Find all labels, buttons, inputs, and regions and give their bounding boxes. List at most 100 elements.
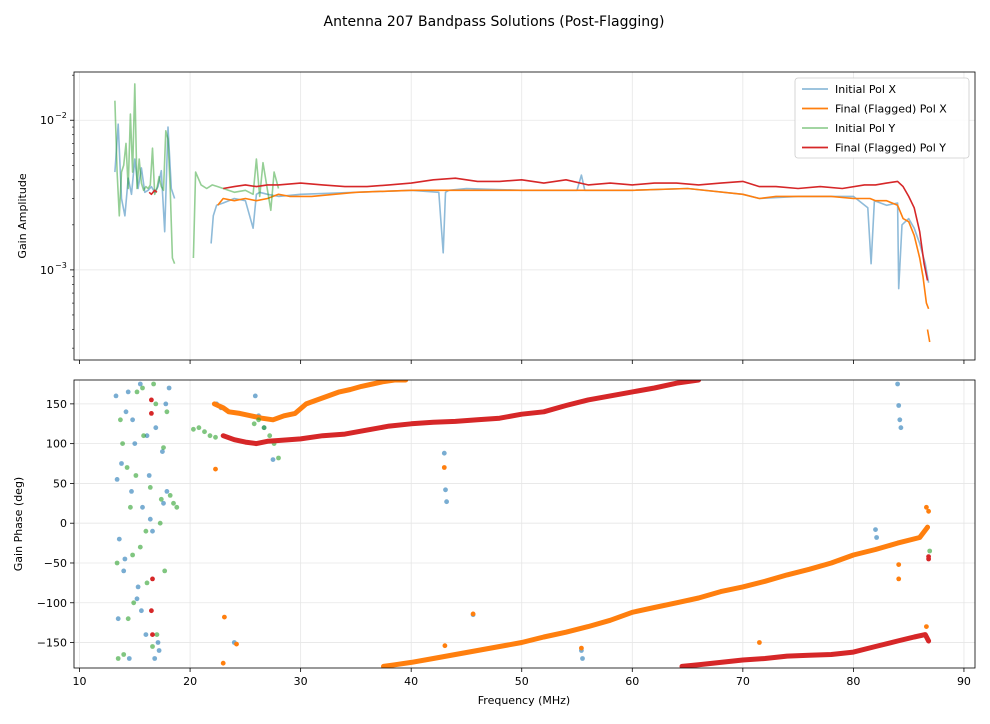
data-point [441, 465, 447, 470]
data-point [222, 614, 227, 620]
legend-label: Final (Flagged) Pol X [835, 103, 947, 116]
x-tick-label: 50 [515, 675, 529, 688]
data-point [154, 632, 160, 637]
data-point [133, 473, 139, 478]
amplitude-ticks: 10−310−2 [40, 74, 965, 364]
data-point [135, 584, 141, 590]
data-point [147, 485, 153, 490]
data-point [202, 429, 207, 435]
data-point [113, 393, 119, 399]
data-point [157, 520, 163, 526]
x-tick-label: 80 [846, 675, 860, 688]
data-point [470, 611, 476, 617]
data-point [926, 508, 931, 514]
data-point [147, 516, 153, 522]
data-point [579, 645, 584, 651]
data-point [119, 461, 124, 466]
data-point [115, 656, 121, 661]
y-tick-label: 0 [60, 517, 67, 530]
data-point [124, 465, 130, 470]
phase-axes-frame [73, 379, 976, 669]
data-point [924, 624, 929, 629]
data-point [444, 499, 449, 505]
data-point [196, 425, 202, 431]
data-point [146, 473, 152, 478]
phase-plot-area [74, 380, 975, 668]
data-point [925, 524, 930, 530]
chart-title: Antenna 207 Bandpass Solutions (Post-Fla… [324, 14, 665, 30]
data-point [143, 632, 149, 637]
legend: Initial Pol X Final (Flagged) Pol X Initia… [794, 77, 970, 159]
data-point [130, 417, 136, 423]
data-point [141, 433, 147, 439]
y-tick-label: 10 [40, 114, 54, 127]
data-point [213, 434, 218, 440]
amplitude-ylabel: Gain Amplitude [16, 173, 29, 258]
data-point [120, 441, 125, 446]
series-line-1 [217, 187, 931, 343]
data-point [167, 493, 173, 498]
data-point [757, 640, 762, 645]
data-point [874, 535, 879, 540]
data-point [580, 656, 585, 661]
phase-track-4 [220, 380, 932, 668]
data-point [924, 504, 929, 510]
data-point [927, 548, 933, 554]
x-tick-label: 70 [736, 675, 750, 688]
data-point [125, 616, 131, 622]
data-point [191, 426, 196, 432]
data-point [164, 489, 170, 494]
y-tick-label: 100 [46, 438, 67, 451]
data-point [441, 450, 447, 456]
data-point [131, 600, 137, 606]
data-point [116, 536, 122, 542]
data-point [134, 596, 140, 602]
data-point [140, 504, 145, 510]
data-point [114, 477, 120, 482]
amplitude-series [114, 83, 931, 343]
data-point [155, 640, 161, 645]
data-point [166, 385, 172, 391]
data-point [153, 401, 159, 407]
legend-box [794, 77, 970, 159]
data-point [895, 381, 900, 387]
x-tick-label: 10 [73, 675, 87, 688]
data-point [125, 389, 131, 395]
data-point [213, 466, 218, 472]
data-point [144, 433, 150, 439]
y-tick-label: 150 [46, 398, 67, 411]
data-point [163, 401, 169, 407]
x-tick-label: 20 [183, 675, 197, 688]
data-point [152, 656, 158, 661]
data-point [873, 527, 878, 532]
data-point [127, 504, 133, 510]
phase-panel: 10 20 30 40 50 60 70 80 90 −150 −100 −50 0 50 100 150 G… [12, 379, 976, 707]
data-point [150, 528, 155, 534]
legend-label: Final (Flagged) Pol Y [835, 142, 946, 155]
data-point [162, 568, 168, 574]
y-tick-label: −100 [37, 597, 67, 610]
y-tick-exponent: −3 [55, 261, 67, 270]
series-line-2 [114, 83, 280, 264]
phase-xlabel: Frequency (MHz) [478, 694, 570, 707]
data-point [115, 616, 121, 622]
data-point [897, 417, 903, 423]
data-point [443, 487, 448, 493]
y-tick-label: 10 [40, 264, 54, 277]
data-point [149, 608, 154, 614]
phase-series [113, 380, 933, 668]
amplitude-panel: 10−310−2 Gain Amplitude Initial Pol XFin… [16, 71, 976, 364]
x-tick-label: 90 [957, 675, 971, 688]
data-point [143, 528, 149, 534]
data-point [139, 608, 144, 614]
data-point [896, 562, 902, 567]
data-point [261, 425, 267, 431]
data-point [140, 385, 145, 391]
data-point [896, 576, 902, 582]
data-point [171, 500, 176, 506]
data-point [251, 421, 257, 427]
phase-ylabel: Gain Phase (deg) [12, 477, 25, 571]
data-point [118, 417, 123, 423]
data-point [161, 500, 166, 506]
